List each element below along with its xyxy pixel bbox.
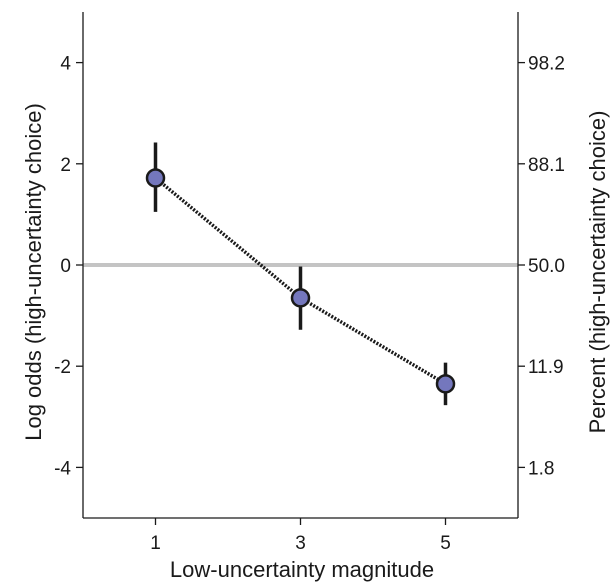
right-y-tick-label: 98.2	[528, 54, 565, 75]
ticks-layer: 4 2 0 -2 -4 98.2 88.1 50.0 11.9 1.8 1 3 5	[54, 54, 565, 554]
left-y-tick-label: -4	[54, 458, 71, 479]
x-axis-title: Low-uncertainty magnitude	[170, 557, 434, 582]
x-tick-label: 3	[295, 533, 306, 554]
right-y-tick-label: 88.1	[528, 155, 565, 176]
left-y-tick-label: 2	[60, 155, 71, 176]
left-y-axis-title: Log odds (high-uncertainty choice)	[21, 103, 46, 441]
right-y-tick-label: 50.0	[528, 256, 565, 277]
left-y-tick-label: 4	[60, 54, 71, 75]
right-y-axis-title: Percent (high-uncertainty choice)	[585, 111, 610, 434]
data-point	[290, 288, 311, 308]
right-y-tick-label: 1.8	[528, 458, 554, 479]
data-layer	[145, 142, 456, 406]
x-tick-label: 5	[440, 533, 451, 554]
left-y-tick-label: -2	[54, 357, 71, 378]
data-point	[435, 374, 456, 394]
data-point	[145, 168, 166, 188]
left-y-tick-label: 0	[60, 256, 71, 277]
x-tick-label: 1	[150, 533, 161, 554]
right-y-tick-label: 11.9	[528, 357, 564, 378]
